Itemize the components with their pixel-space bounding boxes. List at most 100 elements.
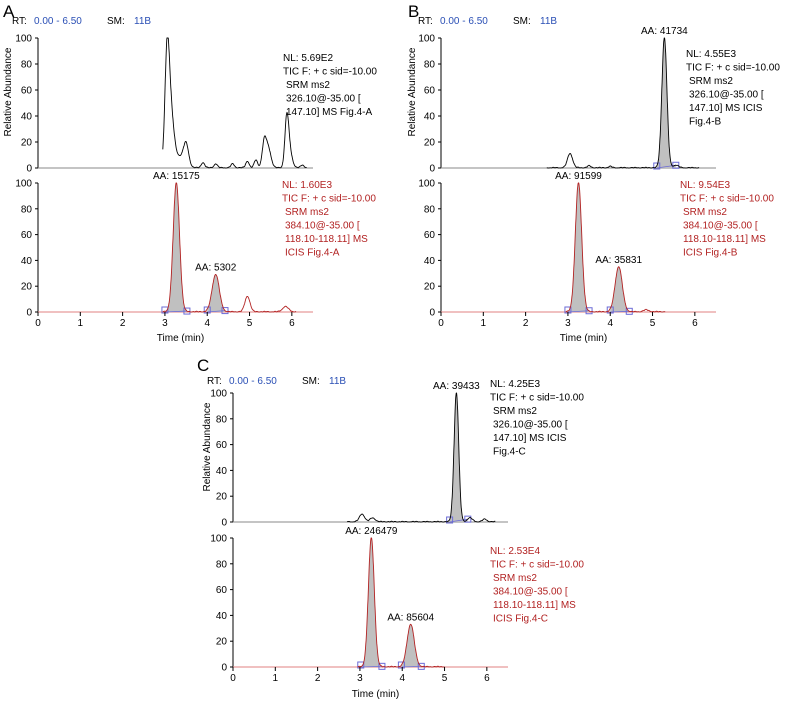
x-tick-label: 4 — [399, 673, 405, 684]
y-tick-label: 100 — [15, 179, 32, 190]
y-axis-label: Relative Abundance — [3, 47, 14, 136]
trace-info-line: SRM ms2 — [286, 80, 330, 91]
y-tick-label: 100 — [15, 34, 32, 45]
x-tick-label: 1 — [78, 318, 84, 329]
rt-range: 0.00 - 6.50 — [440, 16, 488, 27]
x-tick-label: 4 — [607, 318, 613, 329]
y-tick-label: 80 — [21, 60, 33, 71]
trace-info-line: 384.10@-35.00 [ — [285, 221, 360, 232]
sm-value: 11B — [329, 376, 346, 387]
y-tick-label: 100 — [210, 534, 227, 545]
integration-baseline — [567, 310, 590, 313]
y-tick-label: 60 — [216, 585, 228, 596]
panel-letter: C — [197, 356, 209, 375]
y-tick-label: 100 — [210, 389, 227, 400]
integration-baseline — [401, 665, 422, 668]
y-tick-label: 0 — [26, 164, 32, 175]
x-tick-label: 6 — [484, 673, 490, 684]
integrated-area — [610, 266, 630, 312]
trace-info-line: TIC F: + c sid=-10.00 — [283, 67, 377, 78]
x-tick-label: 3 — [357, 673, 363, 684]
trace-info-line: NL: 4.25E3 — [490, 379, 540, 390]
y-tick-label: 40 — [216, 611, 228, 622]
trace-info-line: SRM ms2 — [689, 76, 733, 87]
y-axis-label: Relative Abundance — [202, 402, 213, 491]
peak-area-label: AA: 85604 — [387, 612, 434, 623]
integration-start-marker — [357, 661, 365, 669]
y-tick-label: 80 — [424, 204, 436, 215]
rt-range: 0.00 - 6.50 — [229, 376, 277, 387]
subplot-bot: 0 20 40 60 80 100 AA: 246479 AA: 85604 NL: 2.53E… — [210, 526, 584, 674]
y-tick-label: 60 — [21, 230, 33, 241]
trace-info-line: 147.10] MS ICIS — [689, 103, 763, 114]
x-tick-label: 4 — [204, 318, 210, 329]
y-tick-label: 60 — [216, 440, 228, 451]
x-tick-label: 6 — [289, 318, 295, 329]
x-tick-label: 2 — [523, 318, 529, 329]
peak-area-label: AA: 91599 — [555, 171, 602, 182]
rt-range: 0.00 - 6.50 — [34, 16, 82, 27]
trace-info-line: 326.10@-35.00 [ — [286, 94, 361, 105]
peak-area-label: AA: 246479 — [345, 526, 398, 537]
y-tick-label: 100 — [418, 34, 435, 45]
subplot-top: 0 20 40 60 80 100 AA: 41734 NL: 4.55E3 TIC F: + … — [418, 26, 780, 175]
integration-baseline — [449, 518, 468, 523]
trace-info-line: NL: 4.55E3 — [686, 49, 736, 60]
integrated-area — [207, 274, 225, 312]
x-tick-label: 5 — [247, 318, 253, 329]
trace-info-line: Fig.4-C — [493, 447, 526, 458]
x-tick-label: 5 — [650, 318, 656, 329]
x-tick-label: 2 — [120, 318, 126, 329]
sm-value: 11B — [540, 16, 557, 27]
series-line — [162, 182, 297, 313]
trace-info-line: ICIS Fig.4-A — [285, 248, 340, 259]
integrated-area — [567, 183, 590, 312]
x-tick-label: 1 — [273, 673, 279, 684]
y-tick-label: 40 — [21, 112, 33, 123]
sm-label: SM: — [107, 16, 125, 27]
panel-letter: A — [3, 2, 15, 21]
subplot-bot: 0 20 40 60 80 100 AA: 91599 AA: 35831 NL: 9.54E3… — [418, 171, 774, 319]
integration-baseline — [207, 310, 226, 313]
trace-info-line: 384.10@-35.00 [ — [493, 587, 568, 598]
x-tick-label: 1 — [481, 318, 487, 329]
integration-end-marker — [672, 161, 680, 169]
trace-info-line: TIC F: + c sid=-10.00 — [680, 194, 774, 205]
trace-info-line: TIC F: + c sid=-10.00 — [282, 194, 376, 205]
y-axis-label: Relative Abundance — [407, 47, 418, 136]
x-tick-label: 5 — [442, 673, 448, 684]
x-tick-label: 3 — [162, 318, 168, 329]
trace-info-line: NL: 1.60E3 — [282, 180, 332, 191]
integrated-area — [656, 38, 676, 168]
y-tick-label: 60 — [424, 230, 436, 241]
peak-area-label: AA: 5302 — [195, 263, 237, 274]
x-axis-label: Time (min) — [157, 333, 204, 344]
y-tick-label: 40 — [424, 112, 436, 123]
y-tick-label: 0 — [26, 308, 32, 319]
y-tick-label: 0 — [221, 663, 227, 674]
trace-info-line: 118.10-118.11] MS — [493, 600, 576, 611]
y-tick-label: 80 — [216, 559, 228, 570]
integration-baseline — [164, 310, 187, 313]
trace-info-line: 147.10] MS Fig.4-A — [286, 107, 372, 118]
trace-info-line: NL: 2.53E4 — [490, 546, 540, 557]
y-tick-label: 20 — [21, 138, 33, 149]
peak-area-label: AA: 35831 — [595, 255, 642, 266]
trace-info-line: TIC F: + c sid=-10.00 — [686, 63, 780, 74]
trace-info-line: SRM ms2 — [493, 406, 537, 417]
subplot-bot: 0 20 40 60 80 100 AA: 15175 AA: 5302 NL: 1.60E3 T… — [15, 171, 376, 319]
trace-info-line: Fig.4-B — [689, 117, 722, 128]
y-tick-label: 20 — [21, 282, 33, 293]
integration-baseline — [610, 310, 630, 313]
peak-area-label: AA: 39433 — [433, 381, 480, 392]
trace-info-line: SRM ms2 — [683, 207, 727, 218]
integration-end-marker — [464, 515, 472, 523]
trace-info-line: TIC F: + c sid=-10.00 — [490, 560, 584, 571]
y-tick-label: 40 — [216, 466, 228, 477]
y-tick-label: 40 — [21, 256, 33, 267]
x-tick-label: 0 — [438, 318, 444, 329]
trace-info-line: 118.10-118.11] MS — [683, 234, 766, 245]
